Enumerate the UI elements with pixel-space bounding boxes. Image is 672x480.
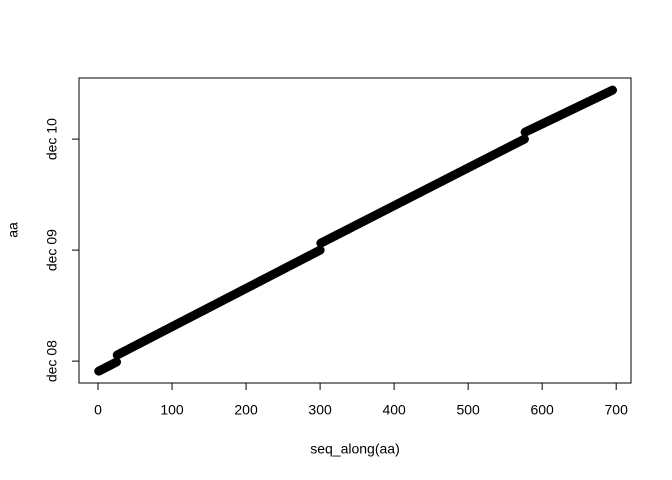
- x-tick-label: 300: [308, 402, 332, 418]
- data-line: [94, 85, 617, 376]
- x-axis-label: seq_along(aa): [310, 441, 400, 457]
- x-tick-label: 700: [605, 402, 629, 418]
- y-axis-label: aa: [5, 222, 21, 238]
- x-tick-label: 600: [530, 402, 554, 418]
- x-tick-label: 200: [234, 402, 258, 418]
- x-tick-label: 100: [160, 402, 184, 418]
- y-tick-label: dec 09: [44, 229, 60, 271]
- y-tick-label: dec 10: [44, 118, 60, 160]
- y-tick-label: dec 08: [44, 340, 60, 382]
- x-tick-label: 400: [382, 402, 406, 418]
- x-tick-label: 500: [456, 402, 480, 418]
- x-tick-label: 0: [94, 402, 102, 418]
